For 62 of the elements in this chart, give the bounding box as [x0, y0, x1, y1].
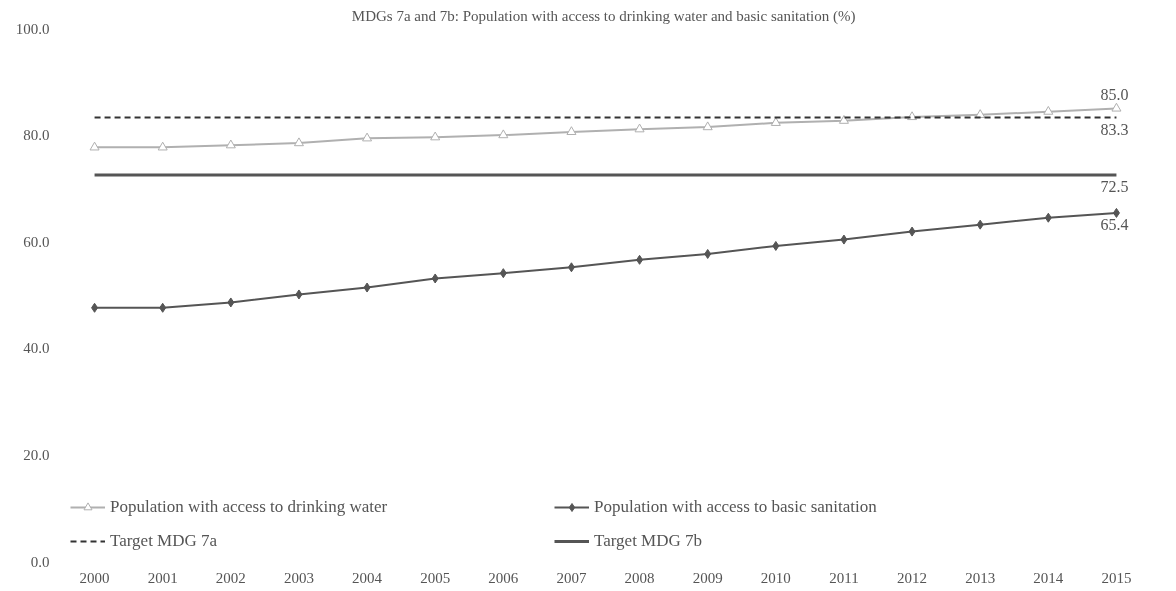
x-tick-label: 2015: [1101, 569, 1132, 586]
point: [634, 123, 645, 133]
point: [838, 115, 849, 124]
x-tick-label: 2013: [965, 569, 996, 586]
point: [227, 297, 235, 308]
x-tick-label: 2008: [624, 569, 655, 586]
x-tick-label: 2001: [147, 569, 178, 586]
point: [976, 219, 984, 230]
x-tick-label: 2003: [283, 569, 314, 586]
point: [770, 117, 781, 126]
x-tick-label: 2011: [829, 569, 859, 586]
point: [499, 268, 507, 279]
x-tick-label: 2007: [556, 569, 587, 586]
point: [1044, 212, 1052, 223]
point: [293, 137, 304, 147]
point: [295, 289, 303, 300]
x-tick-label: 2010: [760, 569, 791, 586]
point: [431, 273, 439, 284]
point: [498, 129, 509, 139]
y-tick-label: 60.0: [23, 233, 50, 250]
data-label: 85.0: [1100, 86, 1129, 104]
y-tick-label: 0.0: [30, 553, 50, 570]
x-tick-label: 2002: [215, 569, 246, 586]
legend-label: Target MDG 7a: [110, 531, 219, 551]
point: [975, 109, 986, 118]
x-tick-label: 2005: [420, 569, 451, 586]
x-tick-label: 2014: [1033, 569, 1064, 586]
point: [363, 282, 371, 293]
legend-label: Population with access to basic sanitation: [594, 497, 878, 517]
point: [566, 126, 577, 135]
x-tick-label: 2009: [692, 569, 723, 586]
x-tick-label: 2000: [79, 569, 110, 586]
data-label: 72.5: [1100, 178, 1129, 196]
data-label: 65.4: [1100, 215, 1129, 233]
x-tick-label: 2012: [897, 569, 928, 586]
point: [89, 141, 100, 151]
point: [840, 234, 848, 245]
x-tick-label: 2004: [352, 569, 383, 586]
point: [1111, 102, 1122, 112]
point: [1043, 105, 1054, 115]
point: [157, 141, 168, 151]
y-tick-label: 80.0: [23, 127, 50, 144]
point: [1112, 207, 1120, 218]
legend-label: Target MDG 7b: [594, 531, 704, 551]
point: [567, 262, 575, 273]
point: [362, 132, 373, 142]
point: [704, 248, 712, 259]
point: [91, 302, 99, 313]
point: [430, 131, 441, 141]
y-tick-label: 20.0: [23, 446, 50, 463]
chart-title: MDGs 7a and 7b: Population with access to drinking water and basic sanitation (%): [351, 7, 856, 25]
y-tick-label: 100.0: [15, 20, 50, 37]
point: [772, 240, 780, 251]
x-tick-label: 2006: [488, 569, 519, 586]
data-label: 83.3: [1100, 120, 1129, 138]
y-tick-label: 40.0: [23, 340, 50, 357]
point: [225, 139, 236, 149]
point: [702, 121, 713, 131]
point: [159, 302, 167, 313]
point: [908, 226, 916, 237]
point: [636, 254, 644, 265]
legend-label: Population with access to drinking water: [110, 497, 389, 517]
